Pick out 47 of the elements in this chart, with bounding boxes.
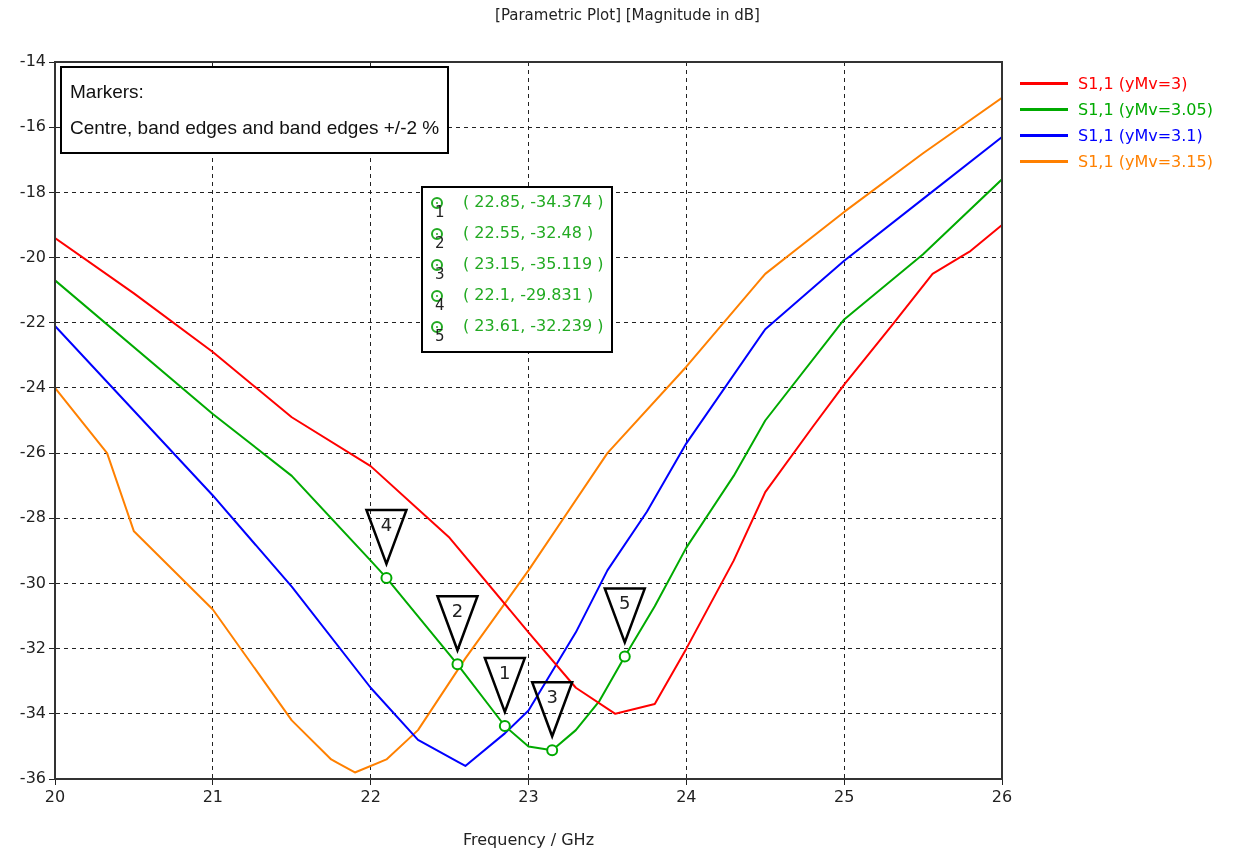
y-tick-label: -24: [19, 377, 46, 397]
x-axis-title: Frequency / GHz: [462, 829, 595, 849]
annotation: 5: [619, 592, 631, 614]
y-tick-label: -36: [19, 768, 46, 788]
y-tick-label: -32: [19, 637, 46, 657]
legend-label: S1,1 (yMv=3.1): [1078, 125, 1203, 145]
annotation: Centre, band edges and band edges +/-2 %: [70, 116, 440, 140]
text: 5: [435, 327, 445, 345]
annotation: 2: [451, 599, 464, 621]
point: [618, 650, 631, 663]
y-tick-label: -22: [19, 311, 46, 331]
y-tick-label: -20: [19, 246, 46, 266]
y-tick-label: -30: [19, 572, 46, 592]
legend-label: S1,1 (yMv=3): [1078, 73, 1188, 93]
x-tick-label: 21: [202, 786, 224, 806]
y-tick-label: -16: [19, 116, 46, 136]
annotation: 1: [499, 661, 511, 683]
point: [380, 571, 393, 584]
point: [451, 658, 464, 671]
x-tick-label: 25: [833, 786, 855, 806]
text: 3: [435, 265, 445, 283]
annotation: ( 22.55, -32.48 ): [463, 223, 594, 242]
point: [498, 720, 511, 733]
x-tick-label: 26: [991, 786, 1013, 806]
y-tick-label: -18: [19, 181, 46, 201]
legend-label: S1,1 (yMv=3.05): [1078, 99, 1213, 119]
annotation: 4: [380, 513, 393, 535]
annotation: ( 23.61, -32.239 ): [463, 316, 604, 335]
x-tick-label: 22: [360, 786, 381, 806]
y-tick-label: -14: [19, 51, 46, 71]
text: 2: [435, 234, 445, 252]
annotation: ( 22.85, -34.374 ): [463, 192, 604, 211]
chart-title: [Parametric Plot] [Magnitude in dB]: [494, 6, 761, 24]
y-tick-label: -28: [19, 507, 46, 527]
point: [546, 744, 559, 757]
x-tick-label: 23: [518, 786, 539, 806]
annotation: ( 23.15, -35.119 ): [463, 254, 604, 273]
annotation: 3: [546, 685, 558, 707]
y-tick-label: -26: [19, 442, 46, 462]
x-tick-label: 24: [676, 786, 697, 806]
annotation: Markers:: [70, 80, 145, 104]
text: 1: [435, 203, 445, 221]
y-tick-label: -34: [19, 702, 46, 722]
annotation: ( 22.1, -29.831 ): [463, 285, 594, 304]
text: 4: [435, 296, 445, 314]
legend-label: S1,1 (yMv=3.15): [1078, 151, 1213, 171]
x-tick-label: 20: [44, 786, 66, 806]
